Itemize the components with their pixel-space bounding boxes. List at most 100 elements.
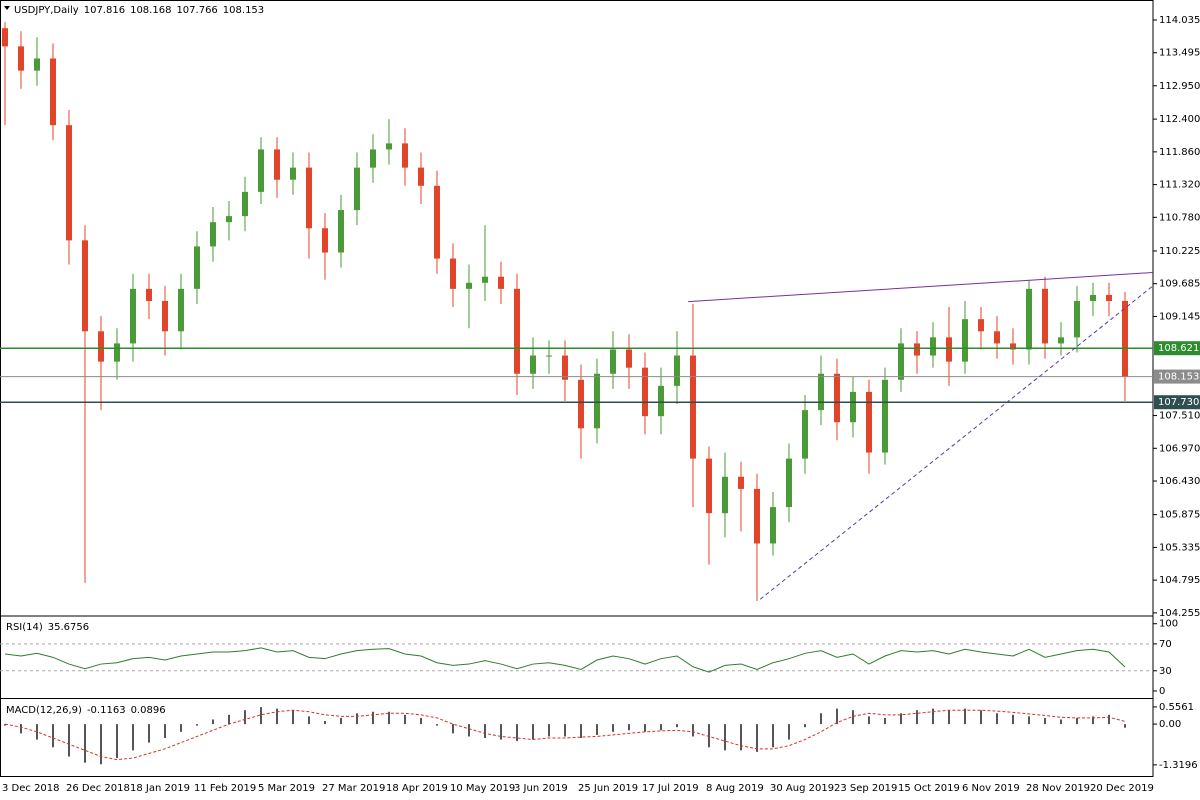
candle-body (738, 476, 744, 489)
y-tick-label: 111.860 (1159, 147, 1200, 158)
macd-bar (580, 724, 582, 738)
macd-bar (436, 724, 438, 726)
candle-body (434, 185, 440, 259)
macd-bar (980, 710, 982, 725)
candle-body (210, 222, 216, 247)
macd-bar (756, 724, 758, 752)
macd-bar (1012, 714, 1014, 725)
y-tick-label: 0 (1159, 686, 1165, 697)
macd-bar (788, 724, 790, 740)
candle-body (722, 476, 728, 514)
macd-bar (676, 724, 678, 728)
y-tick-label: 0.5561 (1159, 702, 1194, 713)
candle-body (1058, 337, 1064, 344)
macd-bar (292, 710, 294, 725)
candle-body (818, 373, 824, 411)
candle-body (482, 276, 488, 283)
y-tick-label: 106.970 (1159, 443, 1200, 454)
signal-line (4, 709, 1126, 761)
macd-bar (20, 724, 22, 734)
candle-body (370, 149, 376, 168)
y-tick-label: 111.320 (1159, 180, 1200, 191)
price-label-box (1154, 369, 1200, 384)
plot-frame (0, 0, 1154, 777)
price-label: 108.621 (1158, 343, 1199, 354)
macd-bar (356, 713, 358, 725)
candle-body (50, 58, 56, 126)
rsi-line (4, 647, 1126, 673)
macd-bar (212, 719, 214, 725)
header-value: 108.168 (130, 5, 171, 16)
macd-bar (228, 714, 230, 725)
macd-bar (500, 724, 502, 740)
y-tick-label: 112.400 (1159, 114, 1200, 125)
macd-bar (1124, 724, 1126, 728)
header-value: 0.0896 (131, 705, 166, 716)
panel-header: RSI(14) 35.6756 (6, 622, 89, 633)
macd-bar (340, 717, 342, 725)
macd-bar (4, 724, 6, 726)
candle-body (98, 331, 104, 362)
candle-body (338, 210, 344, 253)
candle-body (626, 349, 632, 368)
candle-body (274, 149, 280, 180)
candle-body (354, 167, 360, 211)
macd-bar (548, 724, 550, 737)
macd-bar (324, 721, 326, 725)
y-tick-label: 110.780 (1159, 212, 1200, 223)
x-tick-label: 18 Apr 2019 (386, 783, 448, 794)
macd-bar (116, 724, 118, 759)
macd-bar (660, 724, 662, 731)
y-tick-label: 0.00 (1159, 719, 1181, 730)
x-tick-label: 10 May 2019 (450, 783, 515, 794)
symbol-menu-icon[interactable] (4, 6, 10, 10)
x-tick-label: 15 Oct 2019 (898, 783, 960, 794)
y-tick-label: 104.255 (1159, 608, 1200, 619)
candle-body (1042, 288, 1048, 344)
macd-bar (276, 708, 278, 725)
candle-body (178, 288, 184, 332)
macd-bar (180, 724, 182, 732)
header-value: 35.6756 (48, 622, 89, 633)
candle-body (578, 379, 584, 429)
header-value: 107.766 (176, 5, 217, 16)
panel-header: USDJPY,Daily 107.816 108.168 107.766 108.153 (14, 5, 264, 16)
macd-bar (804, 724, 806, 728)
indicator-name: USDJPY,Daily (14, 5, 79, 16)
macd-bar (964, 708, 966, 725)
macd-bar (852, 710, 854, 725)
macd-bar (948, 710, 950, 725)
x-tick-label: 3 Jun 2019 (514, 783, 568, 794)
macd-bar (1044, 717, 1046, 725)
macd-bar (836, 708, 838, 725)
trendline (688, 271, 1154, 303)
y-tick-label: 100 (1159, 619, 1178, 630)
macd-bar (564, 724, 566, 737)
candle-body (674, 355, 680, 386)
candle-body (642, 367, 648, 417)
x-tick-label: 11 Feb 2019 (194, 783, 256, 794)
candle-body (882, 379, 888, 453)
macd-bar (308, 716, 310, 725)
price-label-box (1154, 341, 1200, 356)
x-tick-label: 27 Mar 2019 (322, 783, 385, 794)
candle-body (898, 343, 904, 380)
y-tick-label: 107.510 (1159, 411, 1200, 422)
macd-bar (884, 717, 886, 725)
candle-body (130, 288, 136, 344)
macd-bar (84, 724, 86, 763)
macd-bar (420, 717, 422, 725)
y-tick-label: 110.225 (1159, 246, 1200, 257)
header-value: 108.153 (223, 5, 264, 16)
macd-bar (372, 711, 374, 725)
macd-bar (1060, 719, 1062, 725)
candle-body (194, 246, 200, 289)
x-tick-label: 20 Dec 2019 (1090, 783, 1154, 794)
macd-bar (468, 724, 470, 737)
y-tick-label: 105.875 (1159, 510, 1200, 521)
candle-body (562, 355, 568, 380)
candle-body (770, 507, 776, 544)
candle-body (962, 319, 968, 362)
candle-body (226, 216, 232, 223)
